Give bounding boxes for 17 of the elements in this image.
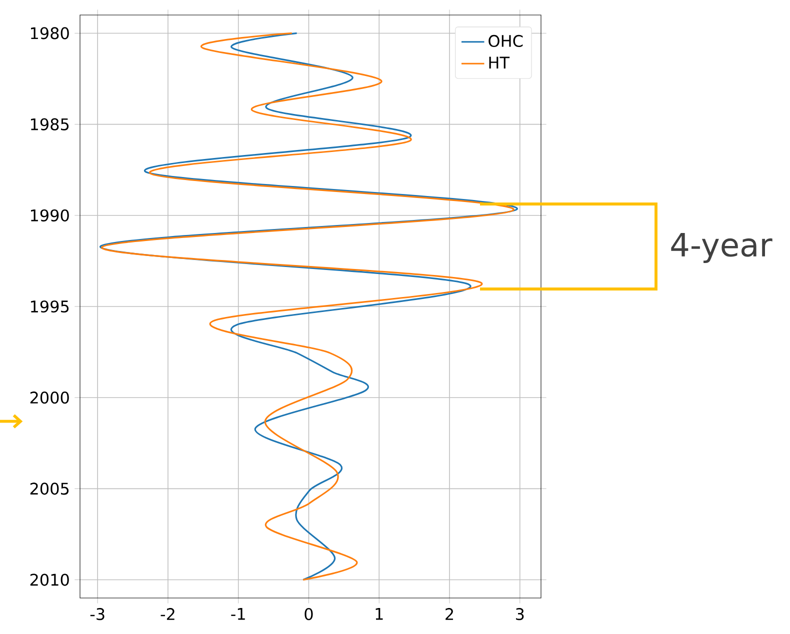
legend-label: HT [489,56,510,68]
y-tick-label: 1980 [30,27,69,40]
x-tick-label: 2 [446,608,453,620]
x-tick-label: -2 [160,608,174,620]
legend-label: OHC [488,34,523,48]
y-tick-label: 2005 [30,482,69,495]
y-tick-label: 2000 [30,392,69,404]
x-tick-label: 1 [376,608,383,620]
x-tick-label: -1 [231,608,245,620]
y-tick-label: 1995 [30,300,69,313]
x-tick-label: 0 [304,608,313,620]
y-tick-label: 1985 [30,118,69,130]
text: 4-year [671,233,772,263]
y-tick-label: 1990 [30,209,69,222]
x-tick-label: 3 [516,608,524,620]
x-tick-label: -3 [90,608,104,620]
y-tick-label: 2010 [30,574,69,586]
